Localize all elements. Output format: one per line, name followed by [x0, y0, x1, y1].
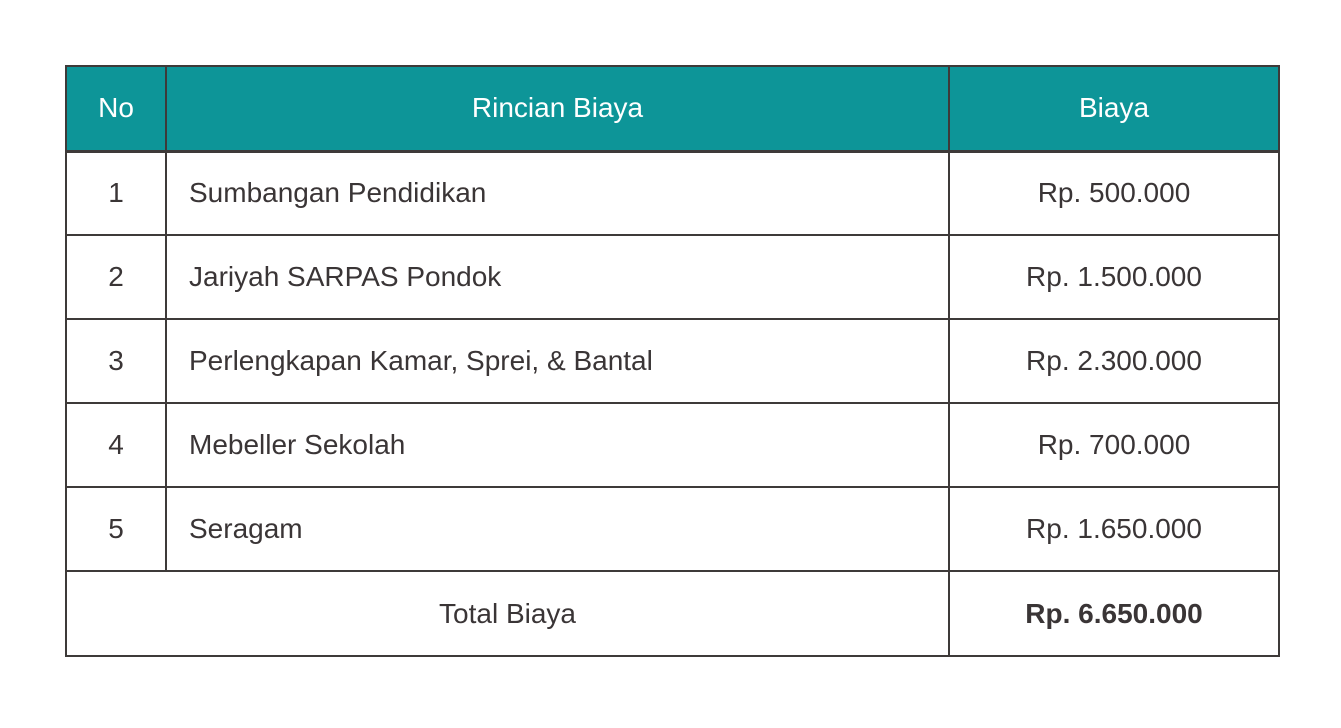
header-no: No	[65, 65, 167, 153]
cost-table: No Rincian Biaya Biaya 1 Sumbangan Pendi…	[65, 65, 1280, 657]
header-rincian-biaya: Rincian Biaya	[165, 65, 950, 153]
total-label: Total Biaya	[65, 570, 950, 657]
table-header: No Rincian Biaya Biaya	[65, 65, 1280, 153]
cell-no: 4	[65, 402, 167, 488]
cell-item: Perlengkapan Kamar, Sprei, & Bantal	[165, 318, 950, 404]
header-row: No Rincian Biaya Biaya	[65, 65, 1280, 153]
table-row: 2 Jariyah SARPAS Pondok Rp. 1.500.000	[65, 234, 1280, 320]
cell-no: 2	[65, 234, 167, 320]
cell-amount: Rp. 1.500.000	[948, 234, 1280, 320]
table-row: 4 Mebeller Sekolah Rp. 700.000	[65, 402, 1280, 488]
table-body: 1 Sumbangan Pendidikan Rp. 500.000 2 Jar…	[65, 150, 1280, 657]
total-row: Total Biaya Rp. 6.650.000	[65, 570, 1280, 657]
cell-amount: Rp. 500.000	[948, 150, 1280, 236]
total-amount: Rp. 6.650.000	[948, 570, 1280, 657]
table-row: 3 Perlengkapan Kamar, Sprei, & Bantal Rp…	[65, 318, 1280, 404]
table-row: 1 Sumbangan Pendidikan Rp. 500.000	[65, 150, 1280, 236]
cell-item: Seragam	[165, 486, 950, 572]
cell-item: Jariyah SARPAS Pondok	[165, 234, 950, 320]
cell-no: 1	[65, 150, 167, 236]
cell-amount: Rp. 700.000	[948, 402, 1280, 488]
cell-amount: Rp. 2.300.000	[948, 318, 1280, 404]
cell-item: Sumbangan Pendidikan	[165, 150, 950, 236]
table-row: 5 Seragam Rp. 1.650.000	[65, 486, 1280, 572]
cell-no: 3	[65, 318, 167, 404]
header-biaya: Biaya	[948, 65, 1280, 153]
cell-item: Mebeller Sekolah	[165, 402, 950, 488]
cell-no: 5	[65, 486, 167, 572]
cell-amount: Rp. 1.650.000	[948, 486, 1280, 572]
